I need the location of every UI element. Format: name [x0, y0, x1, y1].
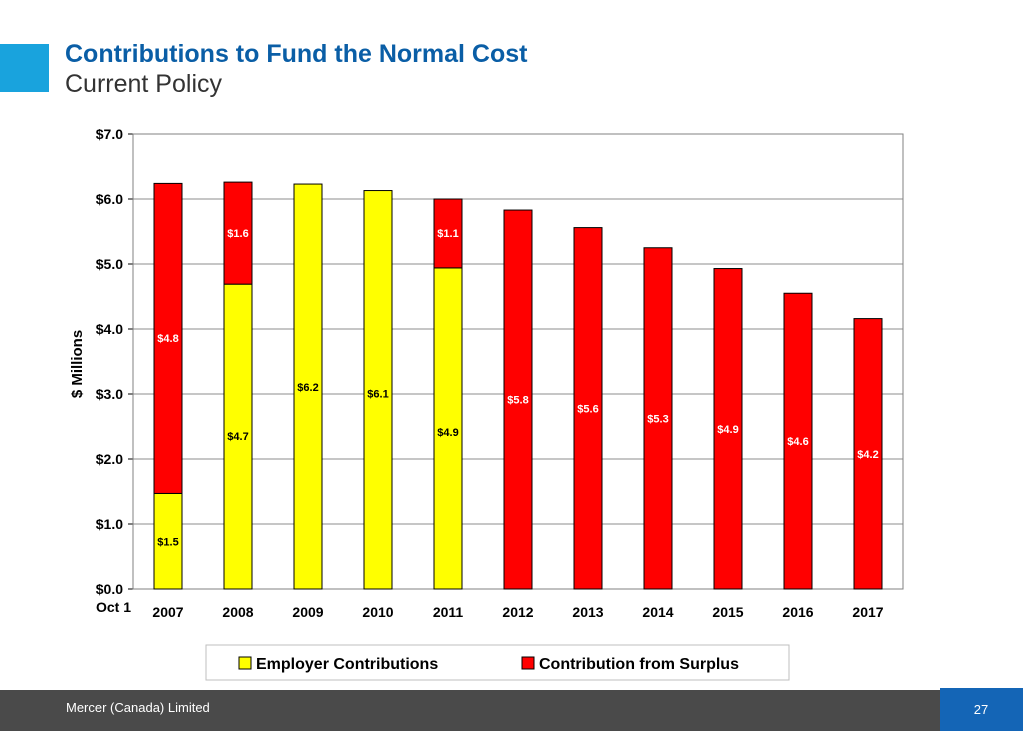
- y-tick-label: $6.0: [96, 191, 123, 207]
- data-label-employer: $6.1: [367, 389, 388, 401]
- page-title: Contributions to Fund the Normal Cost: [65, 40, 528, 68]
- bar-contribution-from-surplus: [153, 182, 183, 494]
- bar-contribution-from-surplus: [503, 209, 533, 590]
- x-tick-label: 2014: [642, 604, 673, 620]
- data-label-surplus: $1.1: [437, 228, 458, 240]
- accent-block: [0, 44, 49, 92]
- bar-contribution-from-surplus: [643, 247, 673, 590]
- y-tick-label: $3.0: [96, 386, 123, 402]
- data-label-surplus: $5.3: [647, 413, 668, 425]
- x-tick-label: 2010: [362, 604, 393, 620]
- data-label-surplus: $4.8: [157, 333, 178, 345]
- legend-swatch-surplus: [521, 656, 535, 670]
- data-label-surplus: $5.8: [507, 395, 528, 407]
- y-tick-label: $2.0: [96, 451, 123, 467]
- legend-label-surplus: Contribution from Surplus: [539, 656, 739, 673]
- bar-contribution-from-surplus: [713, 268, 743, 590]
- data-label-surplus: $4.9: [717, 424, 738, 436]
- x-tick-label: 2011: [433, 604, 464, 620]
- x-tick-label: 2017: [852, 604, 883, 620]
- bar-contribution-from-surplus: [783, 292, 813, 590]
- data-label-surplus: $4.2: [857, 449, 878, 461]
- y-tick-label: $0.0: [96, 581, 123, 597]
- data-label-employer: $4.7: [227, 431, 248, 443]
- x-tick-label: 2008: [222, 604, 253, 620]
- x-tick-label: 2007: [152, 604, 183, 620]
- data-label-surplus: $4.6: [787, 436, 808, 448]
- data-label-surplus: $5.6: [577, 403, 598, 415]
- page-number-box: [940, 688, 1023, 731]
- data-label-employer: $4.9: [437, 427, 458, 439]
- y-axis-label: $ Millions: [69, 330, 86, 398]
- bar-employer-contributions: [293, 183, 323, 590]
- bar-contribution-from-surplus: [853, 318, 883, 590]
- data-label-employer: $6.2: [297, 382, 318, 394]
- page-number: 27: [973, 702, 989, 717]
- y-tick-label: $4.0: [96, 321, 123, 337]
- bar-employer-contributions: [153, 492, 183, 590]
- bar-employer-contributions: [433, 267, 463, 590]
- bar-contribution-from-surplus: [573, 227, 603, 590]
- bar-contribution-from-surplus: [433, 198, 463, 269]
- footer-bar: [0, 690, 1023, 731]
- y-tick-label: $1.0: [96, 516, 123, 532]
- stacked-bar-chart: $0.0 $1.0 $2.0 $3.0 $4.0 $5.0 $6.0 $7.0 $ Millio…: [69, 126, 904, 681]
- x-tick-label: 2016: [782, 604, 813, 620]
- legend-label-employer: Employer Contributions: [256, 656, 438, 673]
- page-subtitle: Current Policy: [65, 70, 222, 98]
- legend-box: [205, 644, 790, 681]
- footer-company: Mercer (Canada) Limited: [66, 700, 210, 715]
- data-label-employer: $1.5: [157, 536, 178, 548]
- x-tick-label: 2015: [712, 604, 743, 620]
- legend-swatch-employer: [238, 656, 252, 670]
- x-tick-label: 2009: [292, 604, 323, 620]
- bar-employer-contributions: [363, 190, 393, 590]
- x-tick-label: 2013: [572, 604, 603, 620]
- bar-contribution-from-surplus: [223, 181, 253, 285]
- x-tick-label: 2012: [502, 604, 533, 620]
- y-tick-label: $7.0: [96, 126, 123, 142]
- x-axis-prefix-label: Oct 1: [96, 599, 131, 615]
- y-tick-label: $5.0: [96, 256, 123, 272]
- data-label-surplus: $1.6: [227, 228, 248, 240]
